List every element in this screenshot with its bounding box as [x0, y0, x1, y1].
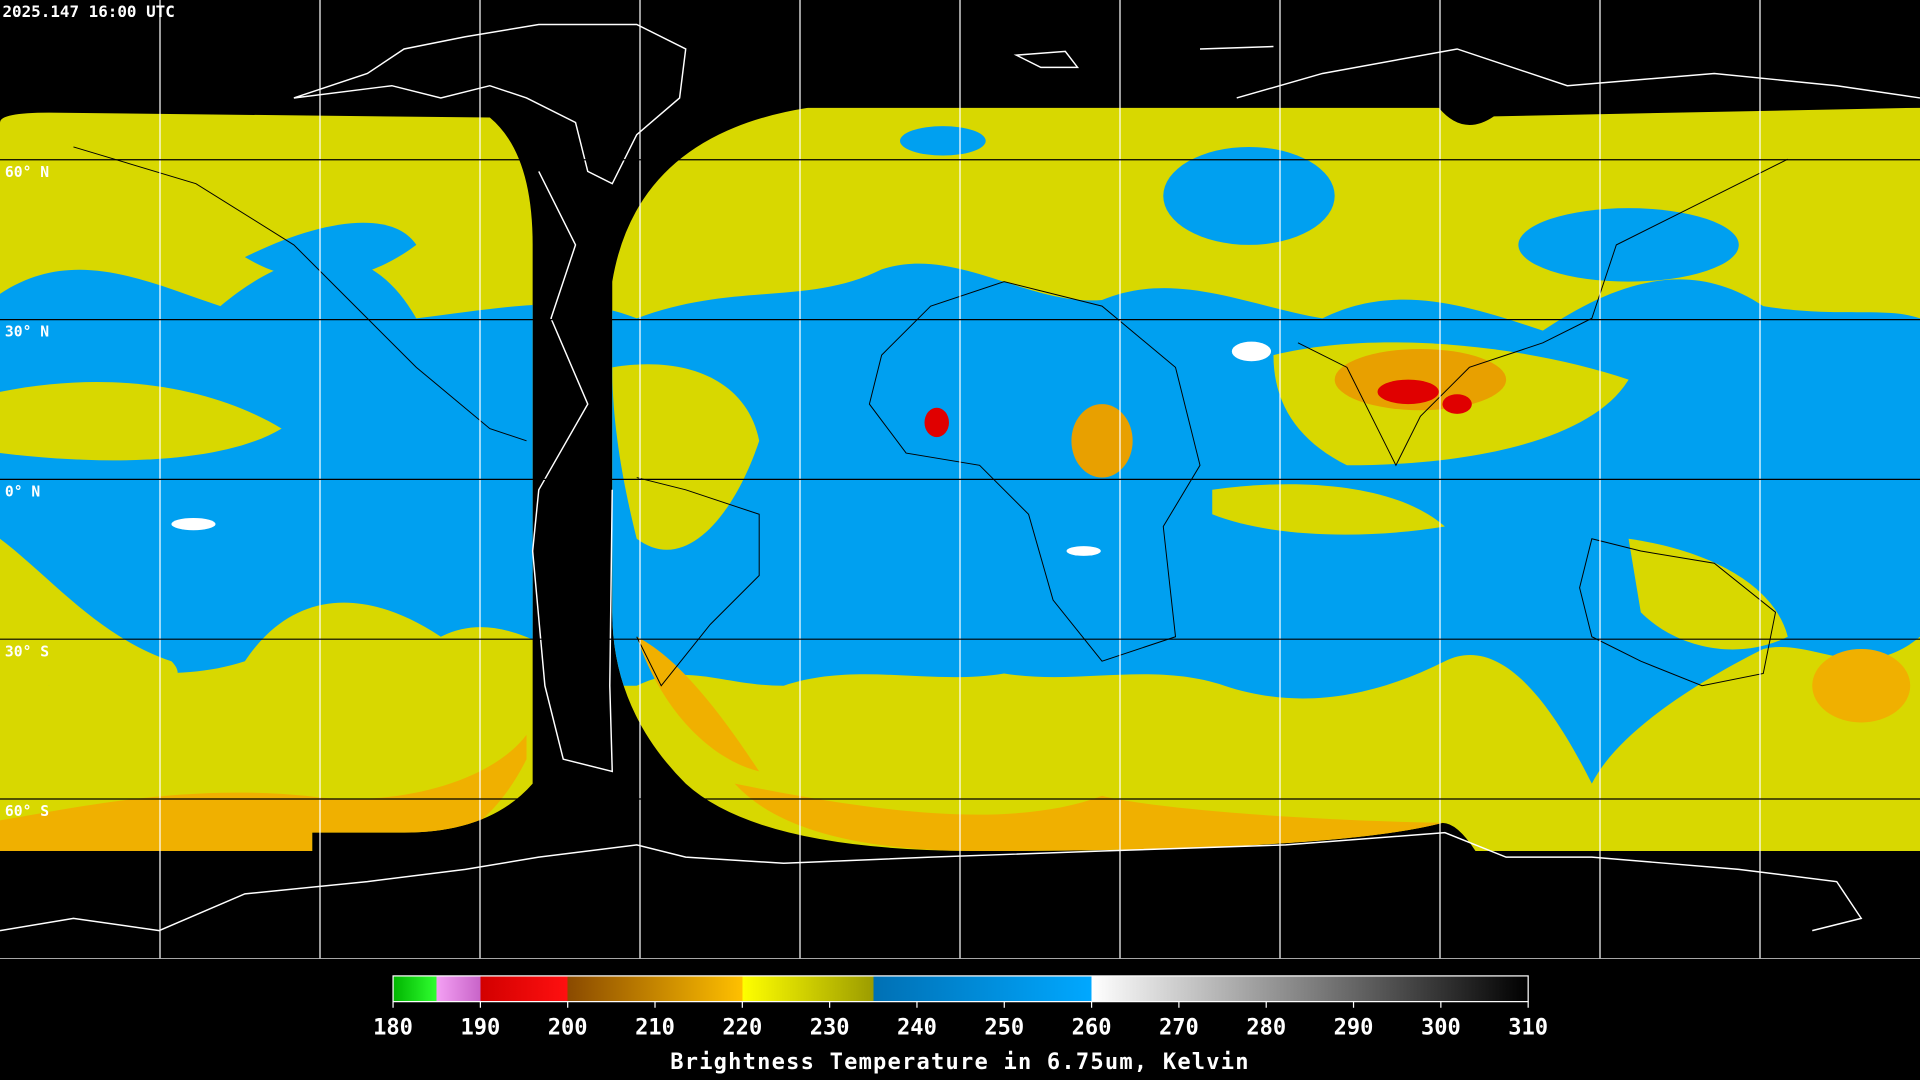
- convection: [612, 364, 760, 550]
- moist-patch: [900, 126, 986, 156]
- moist-patch: [1518, 208, 1739, 282]
- coastline: [0, 831, 1863, 932]
- colorbar-tick-label: 230: [810, 1016, 850, 1041]
- cold-band: [0, 734, 527, 852]
- colorbar-tick-label: 240: [897, 1016, 937, 1041]
- cold-top: [1071, 404, 1133, 478]
- latitude-label: 0° N: [5, 484, 40, 501]
- coastline: [868, 281, 1201, 662]
- moist-patch: [1163, 146, 1335, 245]
- cold-band: [636, 636, 760, 772]
- timestamp: 2025.147 16:00 UTC: [2, 2, 174, 21]
- coastline: [531, 171, 614, 773]
- cold-top: [1334, 348, 1507, 411]
- deep-convection: [1377, 379, 1439, 405]
- deep-convection: [924, 407, 949, 438]
- colorbar-tick-label: 190: [460, 1016, 500, 1041]
- deep-convection: [1442, 394, 1472, 414]
- colorbar-tick-label: 310: [1508, 1016, 1548, 1041]
- latitude-label: 30° N: [5, 324, 49, 341]
- latitude-label: 60° N: [5, 164, 49, 181]
- colorbar-tick-label: 260: [1072, 1016, 1112, 1041]
- warm-spot: [1066, 546, 1101, 556]
- colorbar: 180 190 200 210 220 230 240 250 260 270 280 290 300 3…: [373, 975, 1548, 1041]
- colorbar-tick-label: 270: [1159, 1016, 1199, 1041]
- colorbar-tick-label: 180: [373, 1016, 413, 1041]
- colorbar-tick-label: 220: [722, 1016, 762, 1041]
- colorbar-tick-label: 290: [1334, 1016, 1374, 1041]
- coastlines: [0, 23, 1920, 932]
- latitude-label: 30° S: [5, 643, 49, 660]
- cold-band: [734, 783, 1445, 852]
- cold-top: [1812, 648, 1911, 723]
- colorbar-tick-label: 200: [548, 1016, 588, 1041]
- colorbar-bar: [392, 975, 1529, 1003]
- colorbar-tick-label: 300: [1421, 1016, 1461, 1041]
- coastline: [1297, 158, 1788, 467]
- coastline: [1579, 538, 1777, 687]
- latitude-label: 60° S: [5, 803, 49, 820]
- warm-spot: [1231, 341, 1272, 362]
- convection: [1212, 484, 1445, 535]
- warm-spot: [171, 517, 216, 531]
- colorbar-caption: Brightness Temperature in 6.75um, Kelvin: [670, 1050, 1250, 1075]
- coastline: [73, 146, 527, 442]
- convection: [0, 381, 282, 461]
- coastline: [293, 23, 687, 185]
- moist-patch: [244, 222, 417, 280]
- coastline: [636, 477, 760, 687]
- convection: [1628, 538, 1788, 650]
- colorbar-tick-label: 250: [984, 1016, 1024, 1041]
- dry-swirl: [0, 538, 178, 691]
- coastline: [1013, 45, 1920, 99]
- colorbar-tick-label: 210: [635, 1016, 675, 1041]
- colorbar-tick-label: 280: [1246, 1016, 1286, 1041]
